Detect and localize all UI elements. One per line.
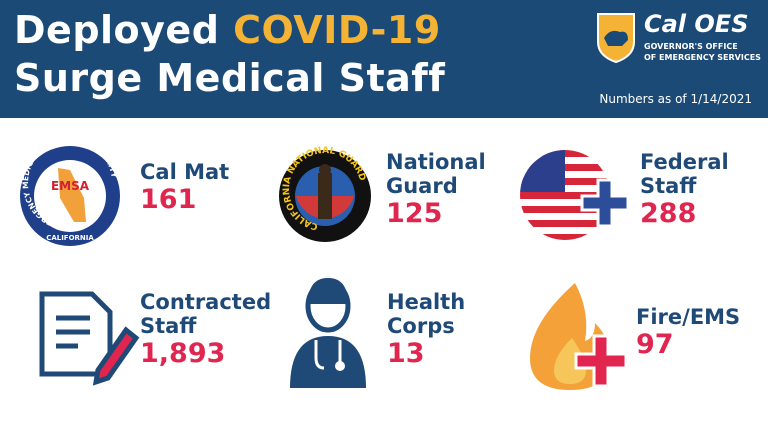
stat-item: Health Corps 13 xyxy=(387,290,487,370)
guard-badge: CALIFORNIA NATIONAL GUARD xyxy=(279,146,371,242)
date-note: Numbers as of 1/14/2021 xyxy=(599,92,752,106)
stat-value: 161 xyxy=(140,184,197,215)
stat-value: 97 xyxy=(636,329,674,360)
stat-value: 13 xyxy=(387,338,425,369)
stat-label: Health Corps xyxy=(387,290,466,338)
health-icon xyxy=(290,278,366,388)
logo-shield xyxy=(597,13,635,64)
logo-line: OF EMERGENCY SERVICES xyxy=(644,53,761,62)
icons: EMERGENCY MEDICAL SERVICES AUTHORITY EMS… xyxy=(20,134,630,390)
badge-text: EMSA xyxy=(51,179,90,193)
stat-item: Cal Mat 161 xyxy=(140,160,280,216)
title: Surge Medical Staff xyxy=(14,56,446,100)
title-line: Deployed COVID-19 xyxy=(14,8,441,52)
stat-label: Cal Mat xyxy=(140,160,230,184)
stat-value: 125 xyxy=(386,198,443,229)
logo-name: Cal OES xyxy=(644,10,749,38)
stat-value: 288 xyxy=(640,198,697,229)
logo-line: GOVERNOR'S OFFICE xyxy=(644,42,738,51)
stat-label: National Guard xyxy=(386,150,486,198)
fire-icon xyxy=(530,283,628,390)
title: Deployed xyxy=(14,8,220,52)
header: Deployed COVID-19 Surge Medical Staff Ca… xyxy=(0,0,768,118)
stat-item: Federal Staff 288 xyxy=(640,150,740,230)
stat-item: Contracted Staff 1,893 xyxy=(140,290,290,370)
emsa-badge: EMERGENCY MEDICAL SERVICES AUTHORITY EMS… xyxy=(20,134,120,246)
stat-label: Contracted Staff xyxy=(140,290,272,338)
stat-item: Fire/EMS 97 xyxy=(636,305,746,361)
stat-item: National Guard 125 xyxy=(386,150,498,230)
stat-label: Federal Staff xyxy=(640,150,729,198)
flag-icon xyxy=(520,150,630,240)
document-icon xyxy=(39,291,140,386)
badge-text: CALIFORNIA xyxy=(46,234,94,242)
stat-label: Fire/EMS xyxy=(636,305,741,329)
stat-value: 1,893 xyxy=(140,338,226,369)
title-highlight: COVID-19 xyxy=(233,8,441,52)
